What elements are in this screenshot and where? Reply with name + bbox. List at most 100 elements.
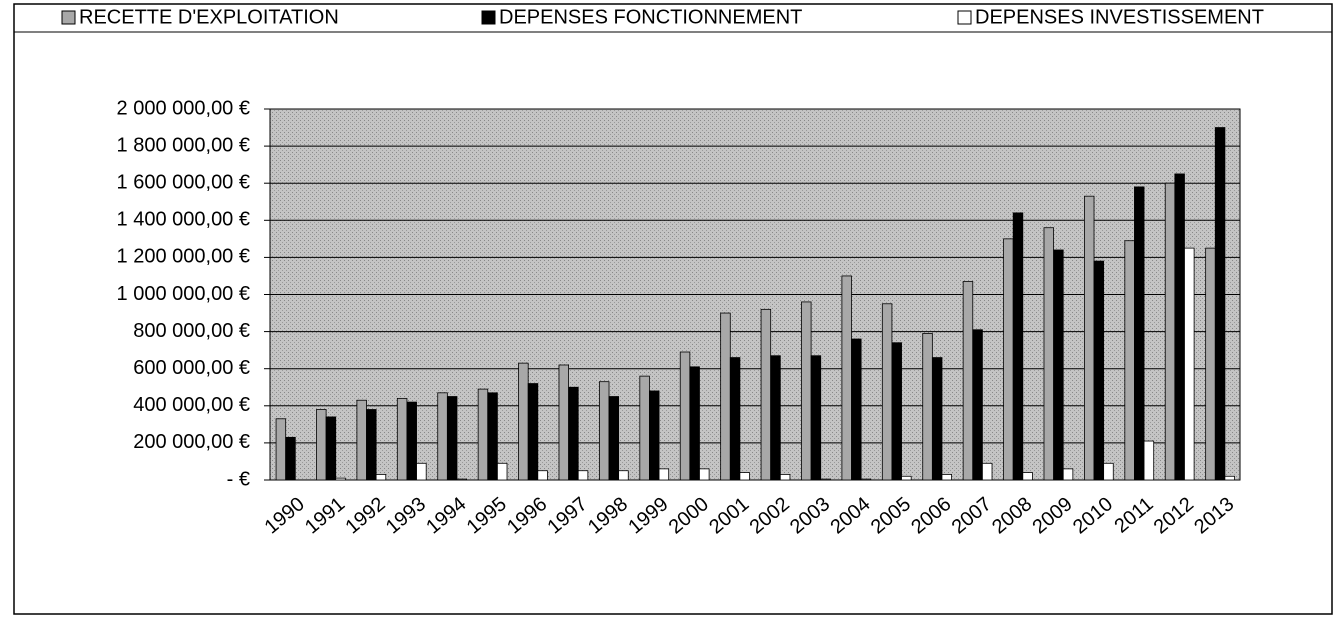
- bar: [1164, 182, 1176, 481]
- bar: [851, 338, 862, 481]
- bar: [1184, 247, 1195, 481]
- x-tick-label: 1995: [463, 493, 511, 538]
- bar: [922, 333, 933, 481]
- bar: [901, 475, 912, 481]
- bar: [1083, 195, 1095, 481]
- y-tick-label: 600 000,00 €: [133, 357, 250, 379]
- bar: [891, 342, 902, 481]
- bar: [689, 366, 700, 481]
- x-tick-label: 2004: [826, 493, 874, 538]
- bar: [770, 355, 781, 481]
- bar: [1103, 462, 1114, 481]
- x-tick-label: 2006: [907, 493, 955, 538]
- x-tick-label: 1992: [341, 493, 389, 538]
- legend-label: DEPENSES INVESTISSEMENT: [975, 6, 1264, 28]
- bar: [598, 381, 610, 481]
- bar: [558, 364, 570, 481]
- bar: [537, 470, 548, 481]
- legend-swatch: [61, 10, 76, 25]
- y-tick-label: 200 000,00 €: [133, 431, 250, 453]
- y-tick-label: 1 000 000,00 €: [117, 283, 250, 305]
- bar: [456, 478, 467, 481]
- legend-swatch: [957, 10, 972, 25]
- bar: [335, 477, 346, 481]
- x-tick-label: 1991: [301, 493, 349, 538]
- x-tick-label: 2001: [705, 493, 753, 538]
- x-tick-label: 2000: [665, 493, 713, 538]
- bar: [1053, 249, 1064, 481]
- bar: [275, 418, 287, 481]
- bar: [941, 474, 952, 481]
- x-tick-label: 2008: [988, 493, 1036, 538]
- bar: [881, 303, 893, 481]
- bar: [416, 462, 427, 481]
- bar: [1012, 212, 1024, 481]
- bar: [608, 396, 620, 481]
- x-tick-label: 2005: [867, 493, 915, 538]
- bar: [396, 397, 408, 481]
- bar: [618, 470, 629, 481]
- bar: [1134, 186, 1145, 481]
- y-tick-label: 800 000,00 €: [133, 320, 250, 342]
- bar: [527, 383, 539, 481]
- x-tick-label: 2010: [1069, 493, 1117, 538]
- bar: [1174, 173, 1185, 481]
- bar: [1062, 468, 1074, 481]
- y-tick-label: 1 200 000,00 €: [117, 246, 250, 268]
- bar: [437, 392, 448, 481]
- bar: [779, 474, 791, 481]
- x-tick-label: 1998: [584, 493, 632, 538]
- bar: [729, 357, 741, 481]
- bar: [1143, 440, 1155, 481]
- legend-label: DEPENSES FONCTIONNEMENT: [499, 6, 802, 28]
- bar: [356, 399, 367, 481]
- y-tick-label: - €: [227, 468, 250, 490]
- bar: [699, 468, 710, 481]
- bar: [931, 357, 943, 481]
- x-tick-label: 1999: [624, 493, 672, 538]
- bar: [639, 375, 650, 481]
- bar: [325, 416, 337, 481]
- x-tick-label: 2003: [786, 493, 834, 538]
- bar: [801, 301, 812, 481]
- x-tick-label: 1990: [261, 493, 309, 538]
- bar: [981, 462, 993, 481]
- bar: [720, 312, 731, 481]
- bar: [1093, 260, 1105, 481]
- bar: [1124, 240, 1135, 481]
- bar: [1224, 475, 1235, 481]
- y-tick-label: 1 600 000,00 €: [117, 171, 250, 193]
- bar: [285, 436, 296, 481]
- chart-border: [13, 3, 1333, 615]
- bar: [1003, 238, 1014, 481]
- bar: [518, 362, 529, 481]
- bar: [679, 351, 691, 481]
- x-tick-label: 1993: [382, 493, 430, 538]
- bar: [658, 468, 670, 481]
- bar: [366, 409, 377, 481]
- y-tick-label: 400 000,00 €: [133, 394, 250, 416]
- y-tick-label: 1 800 000,00 €: [117, 134, 250, 156]
- bar: [810, 355, 822, 481]
- bar: [972, 329, 983, 481]
- bar: [739, 472, 750, 481]
- x-tick-label: 2002: [746, 493, 794, 538]
- bar: [820, 478, 831, 481]
- legend-label: RECETTE D'EXPLOITATION: [79, 6, 339, 28]
- bar: [577, 470, 589, 481]
- bar: [1022, 472, 1033, 481]
- bar: [406, 401, 417, 481]
- x-tick-label: 2012: [1150, 493, 1198, 538]
- x-tick-label: 2007: [948, 493, 996, 538]
- bar: [477, 388, 489, 481]
- x-tick-label: 1996: [503, 493, 551, 538]
- bar: [841, 275, 852, 481]
- bar: [1043, 227, 1055, 481]
- legend-swatch: [481, 10, 496, 25]
- bar: [496, 462, 508, 481]
- bar: [487, 392, 498, 481]
- x-tick-label: 2011: [1110, 493, 1157, 538]
- bar: [316, 409, 327, 481]
- bar: [962, 281, 974, 481]
